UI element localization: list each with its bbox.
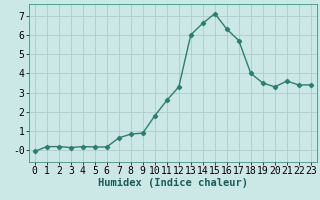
X-axis label: Humidex (Indice chaleur): Humidex (Indice chaleur) bbox=[98, 178, 248, 188]
